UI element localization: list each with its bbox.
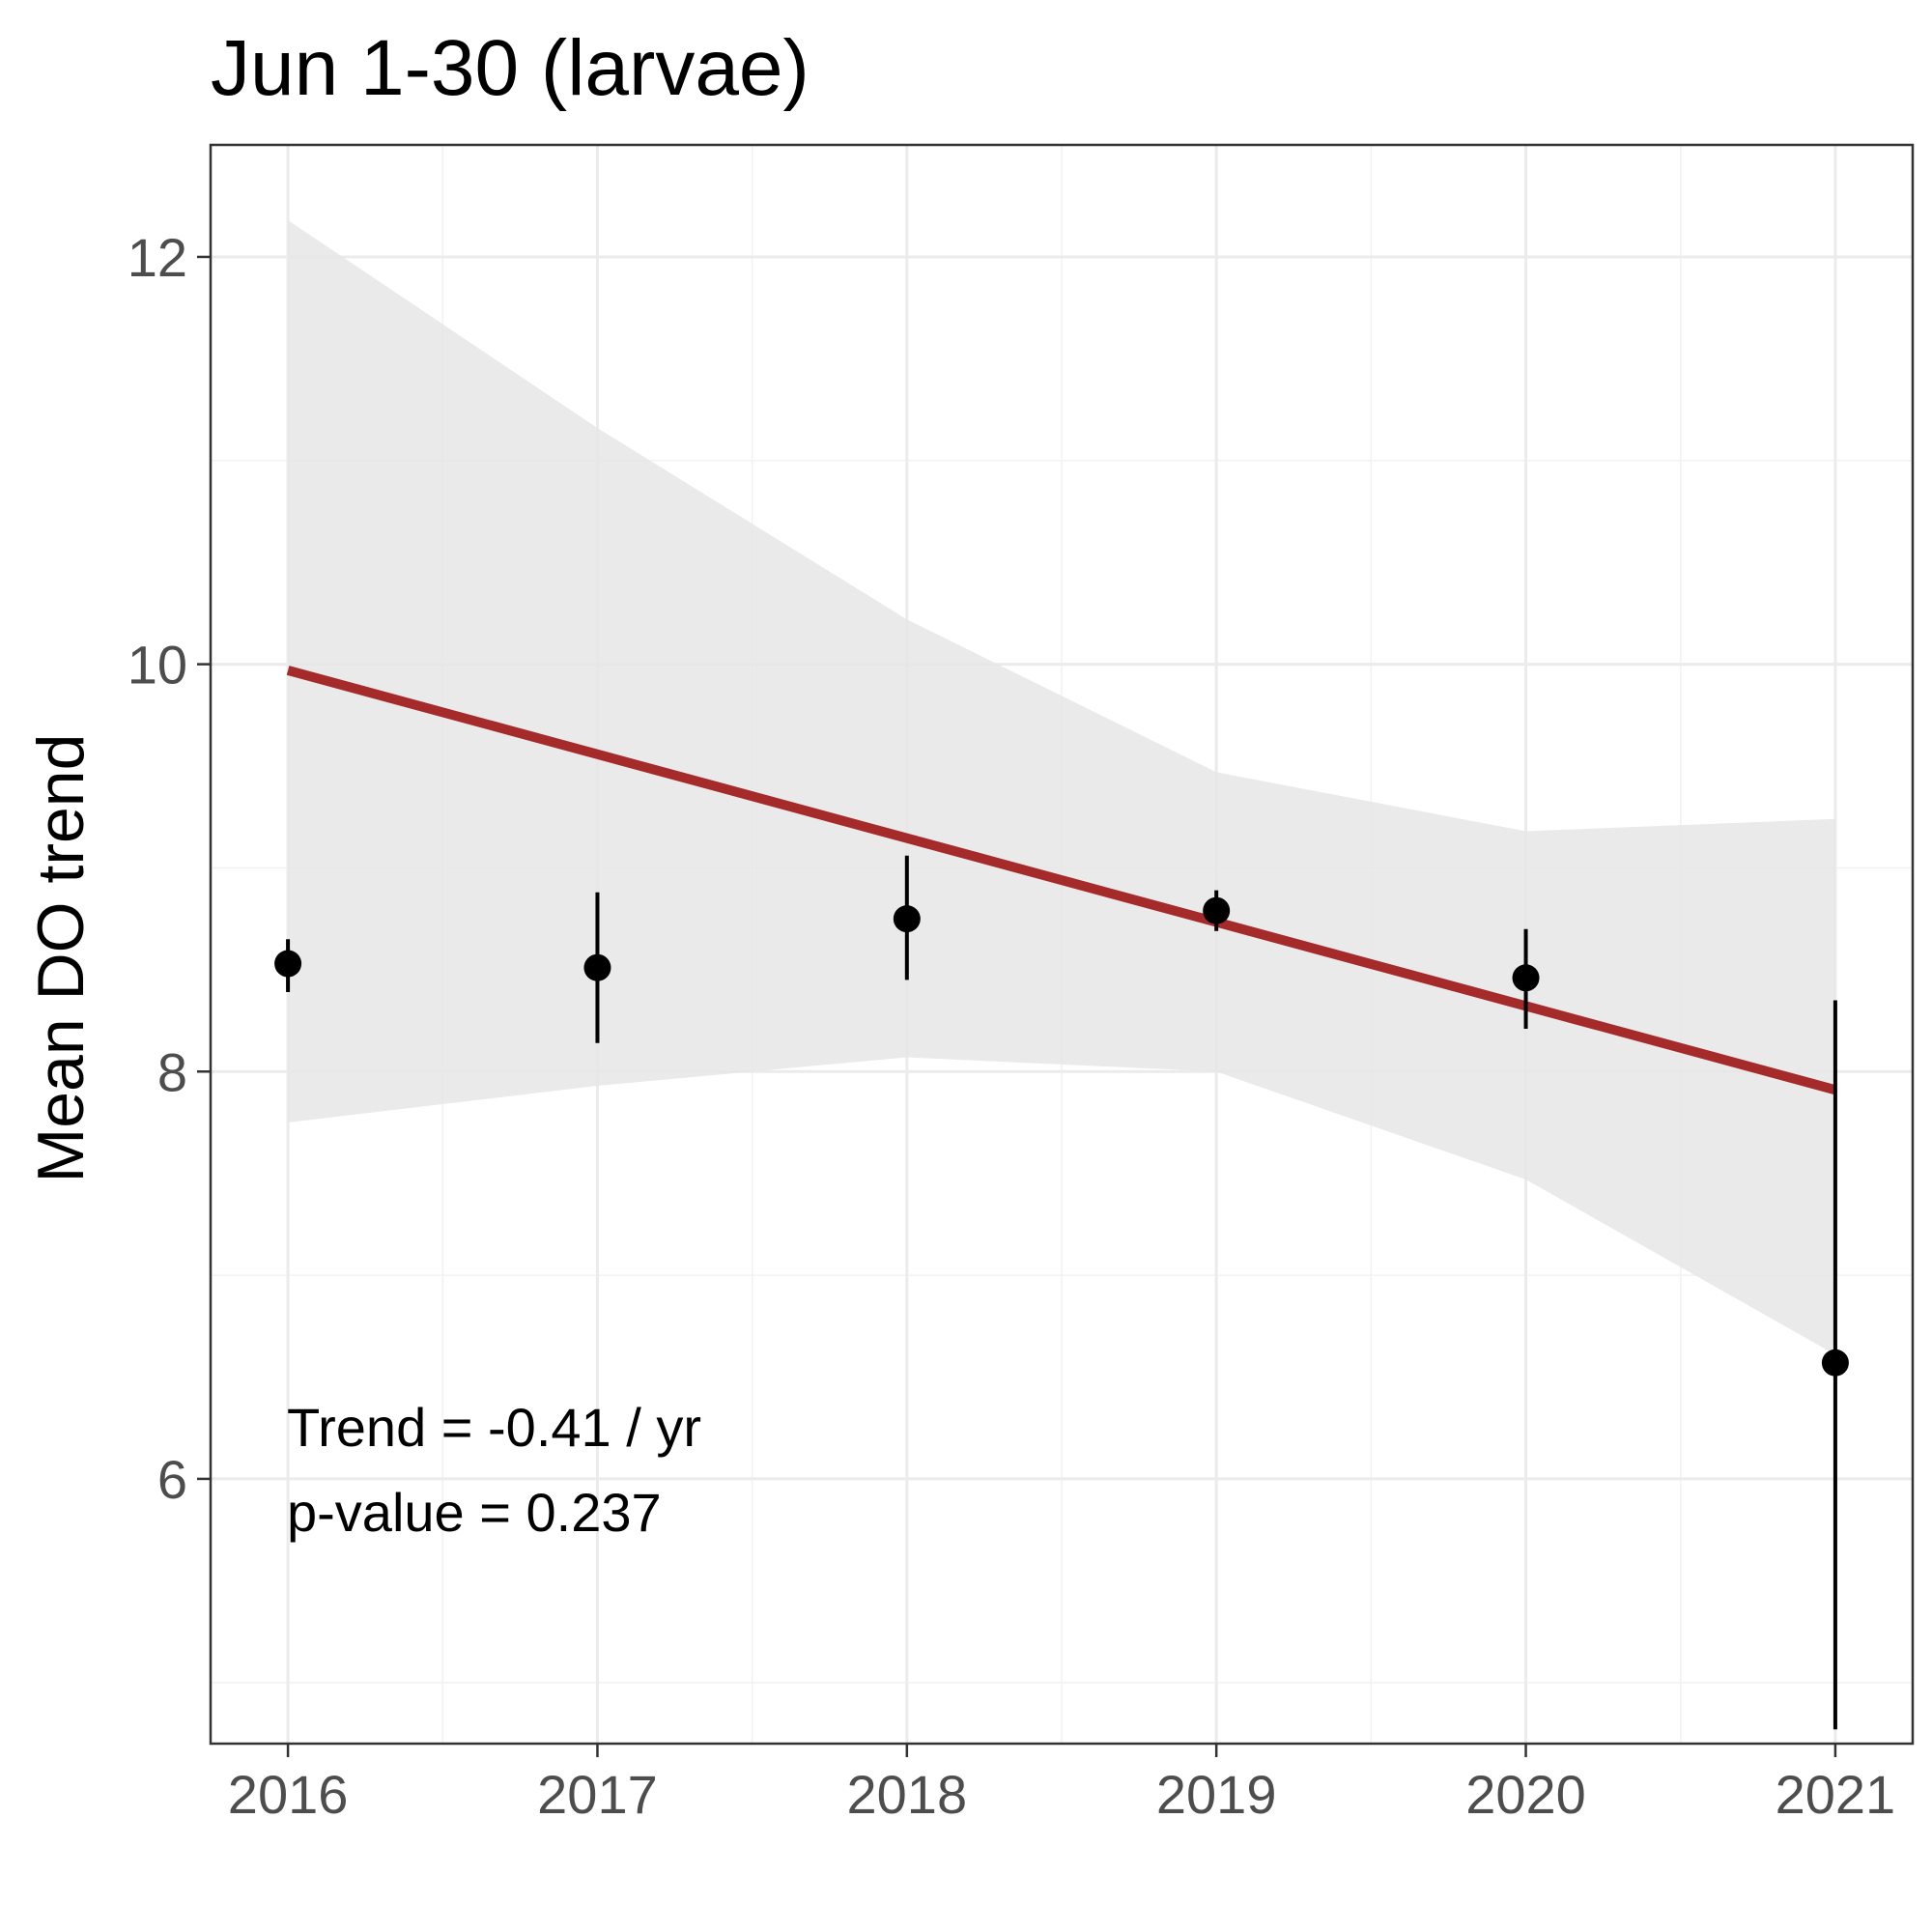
y-tick-label: 8	[157, 1041, 187, 1102]
data-point	[583, 953, 611, 981]
y-tick-label: 12	[128, 227, 187, 288]
x-tick-label: 2016	[228, 1764, 349, 1825]
confidence-band	[288, 220, 1835, 1355]
x-axis: 2016 2017 2018 2019 2020 2021	[228, 1744, 1895, 1825]
y-axis-label: Mean DO trend	[24, 734, 98, 1183]
x-tick-label: 2018	[847, 1764, 968, 1825]
data-point	[1821, 1349, 1849, 1377]
x-tick-label: 2017	[537, 1764, 658, 1825]
plot-panel-border	[209, 143, 1915, 1746]
y-axis: 6 8 10 12	[128, 227, 211, 1510]
data-point	[1203, 896, 1231, 924]
chart-title: Jun 1-30 (larvae)	[211, 24, 810, 112]
data-point	[1512, 964, 1540, 992]
data-points	[274, 896, 1849, 1377]
x-tick-label: 2019	[1156, 1764, 1277, 1825]
trend-annotation: Trend = -0.41 / yr	[287, 1397, 701, 1458]
y-tick-label: 10	[128, 635, 187, 696]
x-tick-label: 2021	[1776, 1764, 1896, 1825]
p-value-annotation: p-value = 0.237	[287, 1482, 662, 1543]
x-tick-label: 2020	[1465, 1764, 1586, 1825]
data-point	[893, 905, 921, 933]
y-tick-label: 6	[157, 1449, 187, 1510]
data-point	[274, 950, 302, 978]
trend-line	[286, 666, 1837, 1095]
